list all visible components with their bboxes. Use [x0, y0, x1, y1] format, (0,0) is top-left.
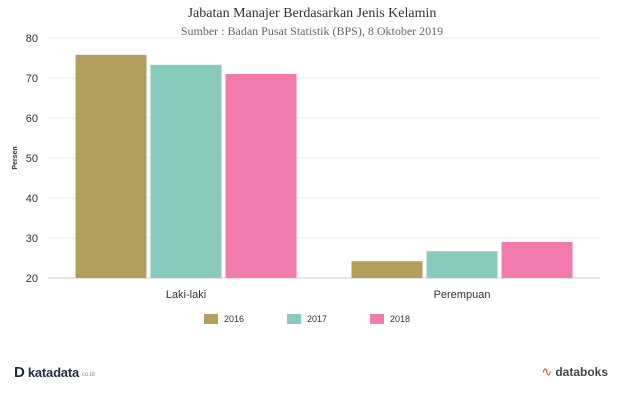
katadata-logo: D katadata co.id	[14, 364, 95, 381]
bar-2018-perempuan	[501, 242, 573, 278]
katadata-logo-name: katadata	[27, 365, 79, 380]
bar-chart: 20 30 40 50 60 70 80 Persen Laki-laki Perempuan	[12, 33, 600, 301]
legend-item-2016[interactable]: 2016	[204, 314, 244, 324]
bar-2016-laki-laki	[75, 54, 147, 278]
chart-title: Jabatan Manajer Berdasarkan Jenis Kelami…	[187, 6, 437, 21]
legend-swatch	[287, 314, 301, 324]
bar-2018-laki-laki	[225, 74, 297, 278]
y-tick-label: 40	[26, 193, 38, 205]
y-tick-label: 60	[26, 113, 38, 125]
chart-legend: 2016 2017 2018	[0, 314, 624, 330]
y-tick-label: 50	[26, 153, 38, 165]
katadata-logo-mark: D	[14, 364, 25, 381]
legend-item-2017[interactable]: 2017	[287, 314, 327, 324]
legend-swatch	[370, 314, 384, 324]
bar-2016-perempuan	[351, 261, 423, 278]
x-tick-label: Perempuan	[434, 289, 491, 301]
legend-label: 2016	[224, 314, 245, 324]
y-tick-label: 70	[26, 73, 38, 85]
y-tick-label: 80	[26, 33, 38, 45]
legend-label: 2018	[390, 314, 411, 324]
bar-2017-laki-laki	[150, 64, 222, 278]
chart-subtitle: Sumber : Badan Pusat Statistik (BPS), 8 …	[180, 24, 444, 38]
legend-label: 2017	[307, 314, 328, 324]
katadata-logo-suffix: co.id	[82, 371, 95, 378]
y-tick-label: 20	[26, 273, 38, 285]
databoks-logo-name: databoks	[555, 365, 608, 379]
legend-swatch	[204, 314, 218, 324]
databoks-logo-icon: ∿	[541, 364, 553, 379]
x-tick-label: Laki-laki	[166, 289, 206, 301]
databoks-logo: ∿ databoks	[541, 364, 608, 380]
legend-item-2018[interactable]: 2018	[370, 314, 410, 324]
y-axis-label: Persen	[12, 146, 19, 169]
y-tick-label: 30	[26, 233, 38, 245]
bar-2017-perempuan	[426, 251, 498, 278]
